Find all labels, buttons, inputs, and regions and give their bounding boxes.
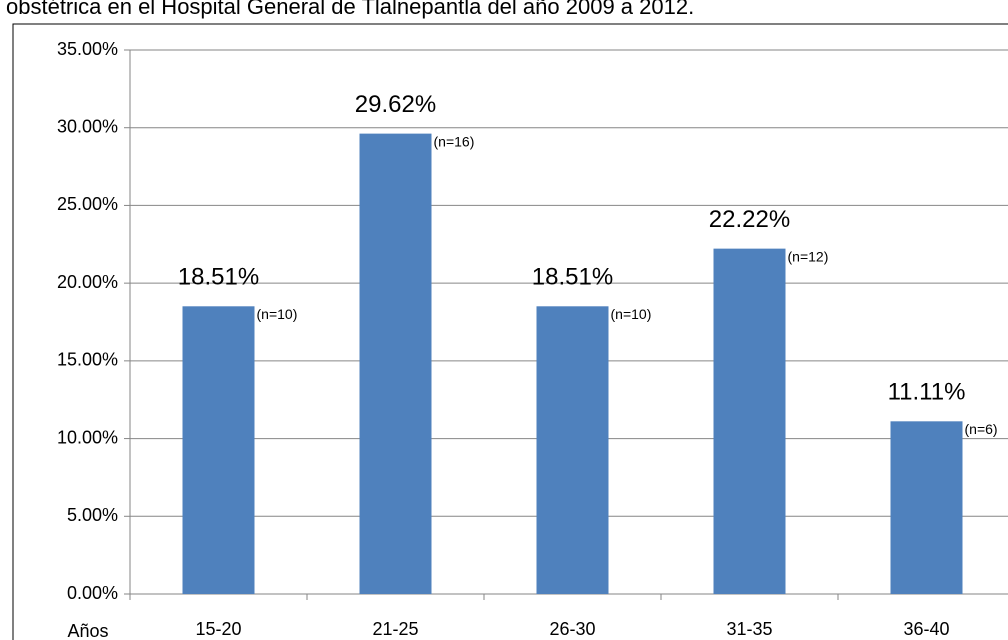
- y-tick-label: 15.00%: [57, 350, 118, 370]
- bar: [890, 421, 963, 594]
- value-label: 29.62%: [355, 91, 436, 118]
- x-tick-label: 36-40: [903, 619, 949, 639]
- chart-border: [12, 23, 1008, 640]
- bar: [359, 133, 432, 594]
- y-tick-label: 25.00%: [57, 194, 118, 214]
- x-tick-label: 31-35: [726, 619, 772, 639]
- x-tick-label: 21-25: [372, 619, 418, 639]
- n-annotation: (n=10): [611, 306, 652, 322]
- n-annotation: (n=12): [788, 248, 829, 264]
- y-tick-label: 35.00%: [57, 39, 118, 59]
- x-tick-label: 15-20: [195, 619, 241, 639]
- y-tick-label: 5.00%: [67, 505, 118, 525]
- x-tick-label: 26-30: [549, 619, 595, 639]
- value-label: 22.22%: [709, 206, 790, 233]
- value-label: 18.51%: [532, 264, 613, 291]
- y-tick-label: 30.00%: [57, 116, 118, 136]
- bar: [536, 306, 609, 594]
- y-tick-label: 20.00%: [57, 272, 118, 292]
- x-axis-label: Años: [67, 621, 108, 640]
- y-tick-label: 10.00%: [57, 427, 118, 447]
- bar: [713, 248, 786, 595]
- n-annotation: (n=16): [434, 133, 475, 149]
- value-label: 11.11%: [888, 379, 966, 406]
- n-annotation: (n=10): [257, 306, 298, 322]
- bar: [182, 306, 255, 594]
- y-tick-label: 0.00%: [67, 583, 118, 603]
- n-annotation: (n=6): [965, 421, 998, 437]
- chart-title: obstétrica en el Hospital General de Tla…: [6, 0, 694, 19]
- value-label: 18.51%: [178, 264, 259, 291]
